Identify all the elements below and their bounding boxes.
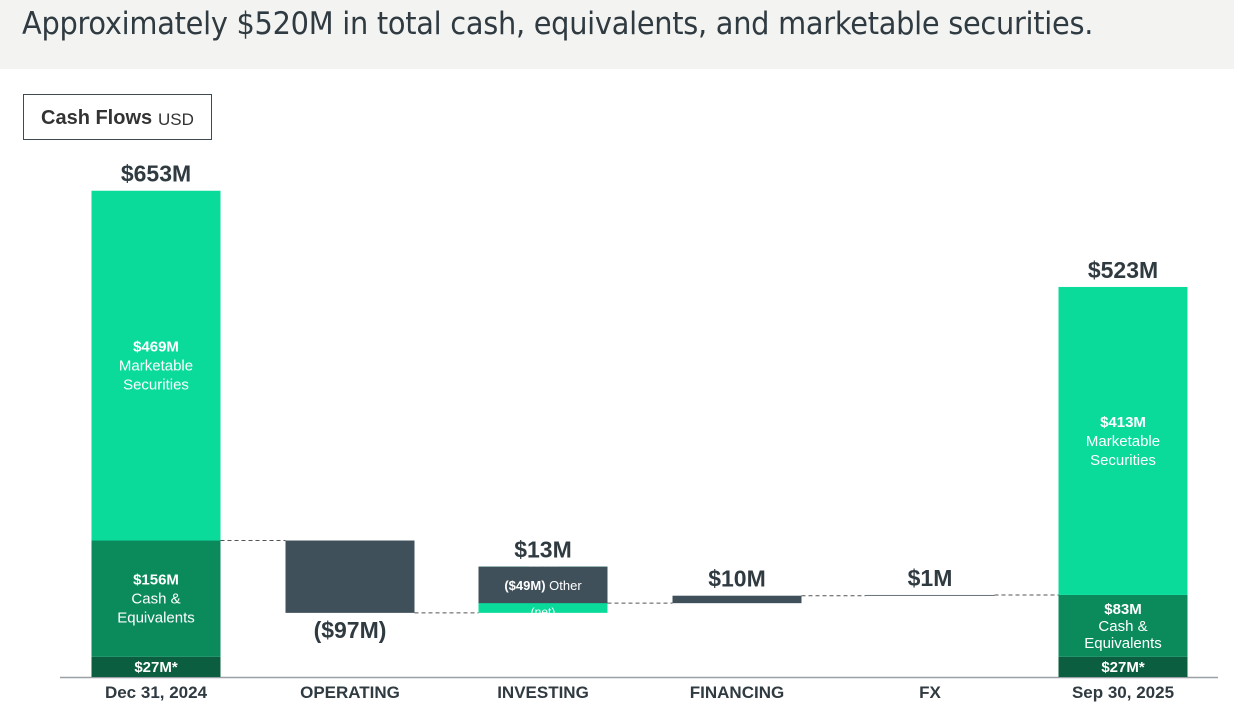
- end-bar-segment-name-1-0: Cash &: [1098, 618, 1147, 635]
- start-bar-segment-label-2: $469M: [133, 339, 179, 356]
- chart-title-box: Cash Flows USD: [23, 94, 212, 140]
- page-title: Approximately $520M in total cash, equiv…: [22, 6, 1094, 42]
- end-bar-segment-label-0: $27M*: [1101, 659, 1145, 676]
- end-bar-segment-1: [1058, 594, 1188, 657]
- step-2-component-name-1: Other: [549, 578, 582, 593]
- category-label-4: FX: [919, 683, 941, 702]
- step-2-component-label-1: ($49M) Other: [504, 578, 582, 593]
- end-bar-total-label: $523M: [1088, 257, 1158, 283]
- header-banner: Approximately $520M in total cash, equiv…: [0, 0, 1234, 69]
- step-3-value-label: $10M: [708, 566, 766, 592]
- chart-unit-label: USD: [158, 110, 194, 129]
- step-1-value-label: ($97M): [314, 617, 387, 643]
- category-label-1: OPERATING: [300, 683, 400, 702]
- step-4-bar: [865, 594, 995, 596]
- end-bar-segment-label-2: $413M: [1100, 414, 1146, 431]
- start-bar-segment-label-0: $27M*: [134, 659, 178, 676]
- end-bar-segment-name-1-1: Equivalents: [1084, 635, 1162, 652]
- end-bar-segment-name-2-0: Marketable: [1086, 433, 1160, 450]
- start-bar-segment-1: [91, 540, 221, 657]
- start-bar-segment-name-1-0: Cash &: [131, 591, 180, 608]
- start-bar-segment-name-1-1: Equivalents: [117, 610, 195, 627]
- end-bar-segment-2: [1058, 286, 1188, 595]
- start-bar-total-label: $653M: [121, 161, 191, 187]
- category-label-2: INVESTING: [497, 683, 589, 702]
- step-2-component-name-0-2: (net): [531, 605, 556, 619]
- start-bar-segment-0: [91, 656, 221, 677]
- step-2-component-value-1: ($49M): [504, 578, 549, 593]
- start-bar-segment-label-1: $156M: [133, 572, 179, 589]
- step-4-value-label: $1M: [908, 565, 953, 591]
- step-3-bar: [672, 595, 802, 604]
- category-label-0: Dec 31, 2024: [105, 683, 208, 702]
- end-bar-segment-name-2-1: Securities: [1090, 452, 1156, 469]
- step-1-bar: [285, 540, 415, 613]
- end-bar-segment-label-1: $83M: [1104, 601, 1142, 618]
- category-label-3: FINANCING: [690, 683, 784, 702]
- start-bar-segment-2: [91, 190, 221, 541]
- end-bar-segment-0: [1058, 656, 1188, 677]
- start-bar-segment-name-2-0: Marketable: [119, 358, 193, 375]
- start-bar-segment-name-2-1: Securities: [123, 377, 189, 394]
- step-2-value-label: $13M: [514, 537, 572, 563]
- step-2-component-1: [478, 566, 608, 604]
- category-label-5: Sep 30, 2025: [1072, 683, 1174, 702]
- chart-title: Cash Flows: [41, 107, 153, 129]
